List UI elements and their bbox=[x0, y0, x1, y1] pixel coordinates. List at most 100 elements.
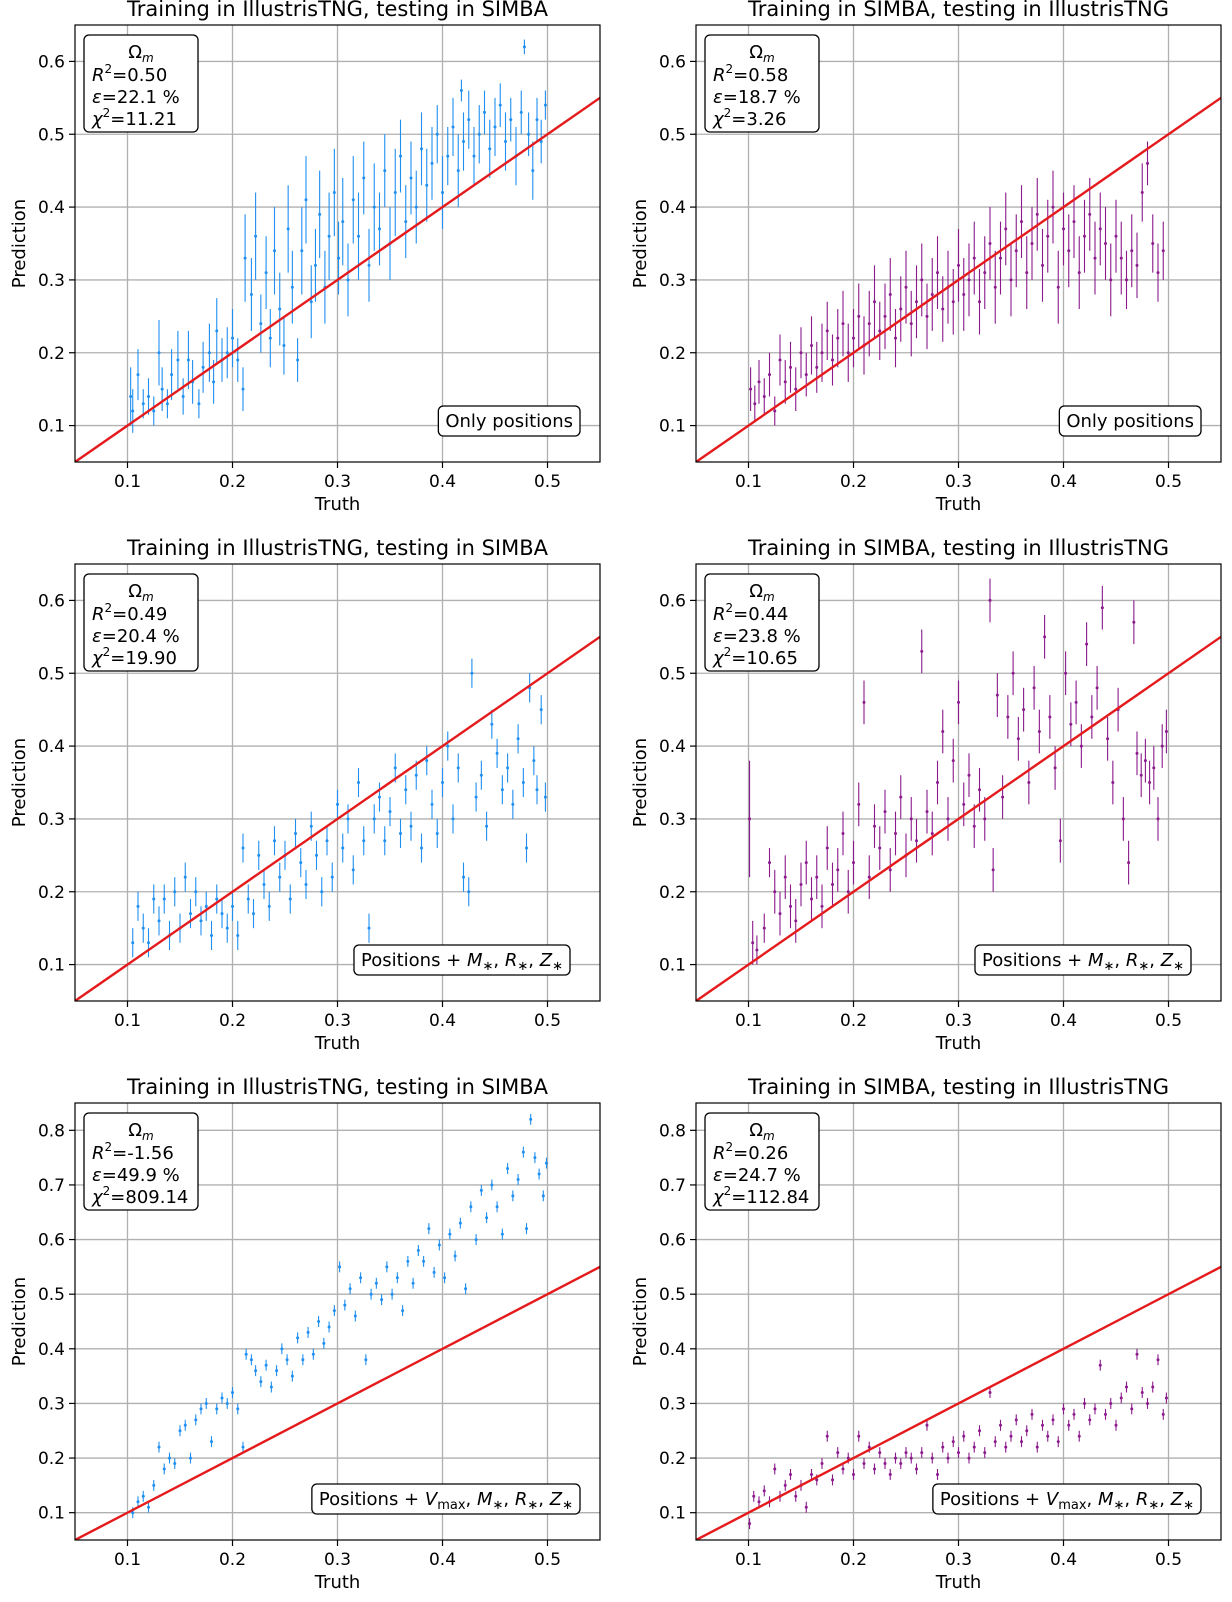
features-label-part: , bbox=[1087, 1489, 1098, 1510]
data-point bbox=[1030, 1412, 1034, 1416]
data-point bbox=[1058, 839, 1062, 843]
data-point bbox=[1051, 1418, 1055, 1422]
data-point bbox=[978, 1429, 981, 1433]
data-point bbox=[129, 394, 133, 398]
y-tick-label: 0.7 bbox=[659, 1176, 686, 1196]
data-point bbox=[337, 256, 341, 260]
data-point bbox=[330, 875, 334, 879]
stats-epsilon-value: =49.9 % bbox=[102, 1165, 180, 1186]
x-tick-label: 0.5 bbox=[1155, 1550, 1182, 1570]
data-point bbox=[1035, 212, 1039, 216]
features-label-part: ∗ bbox=[1138, 959, 1149, 974]
data-point bbox=[878, 1451, 882, 1455]
stats-epsilon: ε=22.1 % bbox=[92, 87, 180, 108]
data-point bbox=[962, 292, 966, 296]
data-point bbox=[249, 292, 253, 296]
data-point bbox=[825, 1434, 829, 1438]
data-point bbox=[768, 373, 771, 377]
x-tick-label: 0.4 bbox=[429, 472, 456, 492]
stats-r2-exponent: 2 bbox=[726, 62, 734, 76]
data-point bbox=[1006, 715, 1010, 719]
data-point bbox=[141, 926, 145, 930]
data-point bbox=[243, 256, 247, 260]
features-label-part: Z bbox=[539, 950, 553, 971]
data-point bbox=[327, 1325, 331, 1329]
features-label-part: max bbox=[437, 1498, 466, 1513]
stats-chi2-exponent: 2 bbox=[103, 1184, 111, 1198]
x-tick-label: 0.1 bbox=[114, 472, 141, 492]
data-point bbox=[972, 256, 976, 260]
data-point bbox=[991, 868, 995, 872]
data-point bbox=[443, 1276, 447, 1280]
data-point bbox=[846, 1456, 850, 1460]
data-point bbox=[511, 802, 515, 806]
data-point bbox=[899, 795, 903, 799]
data-point bbox=[535, 118, 539, 122]
data-layer bbox=[696, 96, 1221, 462]
data-point bbox=[1027, 781, 1031, 784]
data-point bbox=[296, 358, 300, 362]
data-point bbox=[1146, 1401, 1149, 1405]
data-point bbox=[181, 394, 185, 398]
features-label-part: R bbox=[1136, 1489, 1149, 1510]
data-point bbox=[857, 802, 861, 806]
y-tick-label: 0.2 bbox=[659, 1449, 686, 1469]
data-point bbox=[231, 904, 234, 908]
data-point bbox=[1067, 249, 1071, 253]
data-point bbox=[516, 737, 520, 741]
y-tick-label: 0.3 bbox=[38, 1394, 65, 1414]
data-point bbox=[420, 846, 423, 850]
stats-param: Ωm bbox=[749, 42, 774, 65]
data-point bbox=[755, 948, 759, 952]
data-point bbox=[383, 839, 387, 843]
data-point bbox=[351, 198, 355, 202]
stats-param-symbol: Ω bbox=[128, 1120, 142, 1141]
data-point bbox=[957, 700, 960, 704]
x-tick-label: 0.2 bbox=[840, 1011, 867, 1031]
data-point bbox=[427, 1227, 431, 1231]
data-point bbox=[1161, 249, 1165, 253]
stats-chi2: χ2=809.14 bbox=[91, 1184, 188, 1208]
data-point bbox=[207, 351, 211, 355]
x-tick-label: 0.2 bbox=[219, 1550, 246, 1570]
y-tick-label: 0.7 bbox=[38, 1176, 65, 1196]
stats-chi2-value: =10.65 bbox=[731, 648, 798, 669]
data-point bbox=[936, 781, 939, 784]
data-point bbox=[1041, 1423, 1044, 1427]
data-point bbox=[1041, 263, 1044, 267]
data-point bbox=[269, 1385, 273, 1389]
features-label-part: , bbox=[528, 950, 539, 971]
data-point bbox=[409, 176, 413, 180]
stats-r2-exponent: 2 bbox=[105, 601, 113, 615]
data-point bbox=[320, 890, 324, 894]
stats-chi2-value: =11.21 bbox=[110, 109, 177, 130]
chart-title: Training in SIMBA, testing in IllustrisT… bbox=[747, 0, 1169, 21]
y-tick-label: 0.2 bbox=[38, 1449, 65, 1469]
stats-r2: R2=0.50 bbox=[92, 62, 167, 86]
data-point bbox=[894, 336, 897, 340]
features-label-part: Only positions bbox=[1066, 411, 1194, 432]
stats-chi2-value: =19.90 bbox=[110, 648, 177, 669]
data-point bbox=[749, 387, 753, 391]
features-label-part: , bbox=[503, 1489, 514, 1510]
data-point bbox=[1160, 744, 1164, 748]
features-label-box bbox=[1058, 405, 1202, 437]
data-point bbox=[983, 1451, 987, 1455]
data-point bbox=[957, 263, 960, 267]
stats-chi2-symbol: χ bbox=[712, 1187, 725, 1208]
data-point bbox=[448, 1232, 452, 1236]
stats-box bbox=[704, 573, 820, 672]
data-point bbox=[268, 336, 272, 340]
y-axis-label: Prediction bbox=[9, 1277, 30, 1366]
stats-box bbox=[83, 34, 199, 133]
data-point bbox=[364, 1358, 368, 1362]
data-point bbox=[1114, 234, 1118, 238]
y-tick-label: 0.6 bbox=[38, 1231, 65, 1251]
data-point bbox=[789, 904, 792, 908]
data-point bbox=[290, 285, 294, 289]
data-point bbox=[752, 1494, 756, 1498]
plot-panel: 0.1 0.2 0.3 0.4 0.5 0.1 0.2 0.3 0.4 0.5 0.6 Trainin… bbox=[9, 536, 601, 1054]
data-point bbox=[535, 788, 539, 792]
data-point bbox=[506, 766, 510, 770]
features-label-part: ∗ bbox=[1183, 1498, 1194, 1513]
